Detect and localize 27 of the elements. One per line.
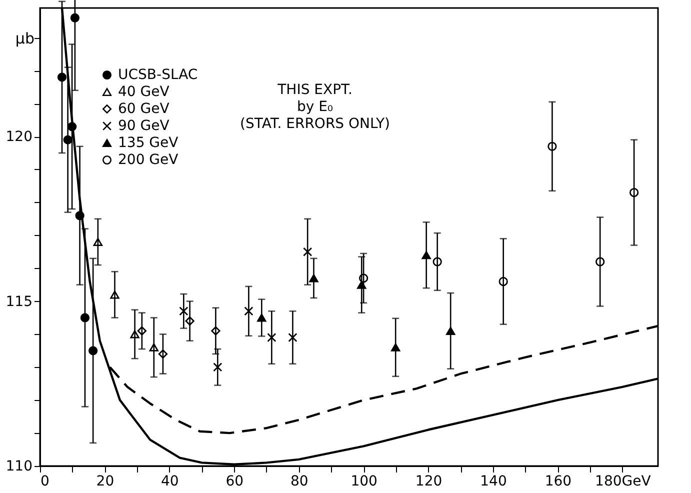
y-tick-label: 115 [6, 294, 32, 310]
x-tick-label: 40 [161, 474, 179, 490]
legend-label: 90 GeV [118, 118, 170, 134]
annotation: THIS EXPT. by E₀ (STAT. ERRORS ONLY) [240, 82, 390, 132]
x-tick-label: 160 [544, 474, 572, 490]
y-tick-label: 110 [6, 458, 32, 474]
point [288, 332, 298, 342]
point [244, 306, 254, 316]
x-tick-label: 140 [480, 474, 507, 490]
x-tick-label: 120 [415, 474, 442, 490]
x-tick-label: 80 [290, 474, 308, 490]
legend-label: UCSB-SLAC [118, 67, 198, 83]
x-tick-label: 0 [40, 474, 50, 490]
y-tick-label: 120 [6, 129, 32, 146]
x-tick-label: 20 [96, 474, 114, 490]
point [267, 332, 276, 342]
y-axis-title: μb [15, 30, 34, 48]
legend-label: 40 GeV [118, 84, 170, 100]
point [179, 306, 188, 316]
x-tick-label: 100 [350, 474, 378, 490]
x-tick-label: 60 [226, 474, 244, 490]
point [303, 247, 312, 256]
x-tick-label: 180GeV [595, 474, 652, 490]
legend-label: 60 GeV [118, 101, 170, 117]
legend-label: 135 GeV [118, 135, 179, 151]
point [213, 362, 222, 372]
legend-label: 200 GeV [118, 152, 179, 168]
